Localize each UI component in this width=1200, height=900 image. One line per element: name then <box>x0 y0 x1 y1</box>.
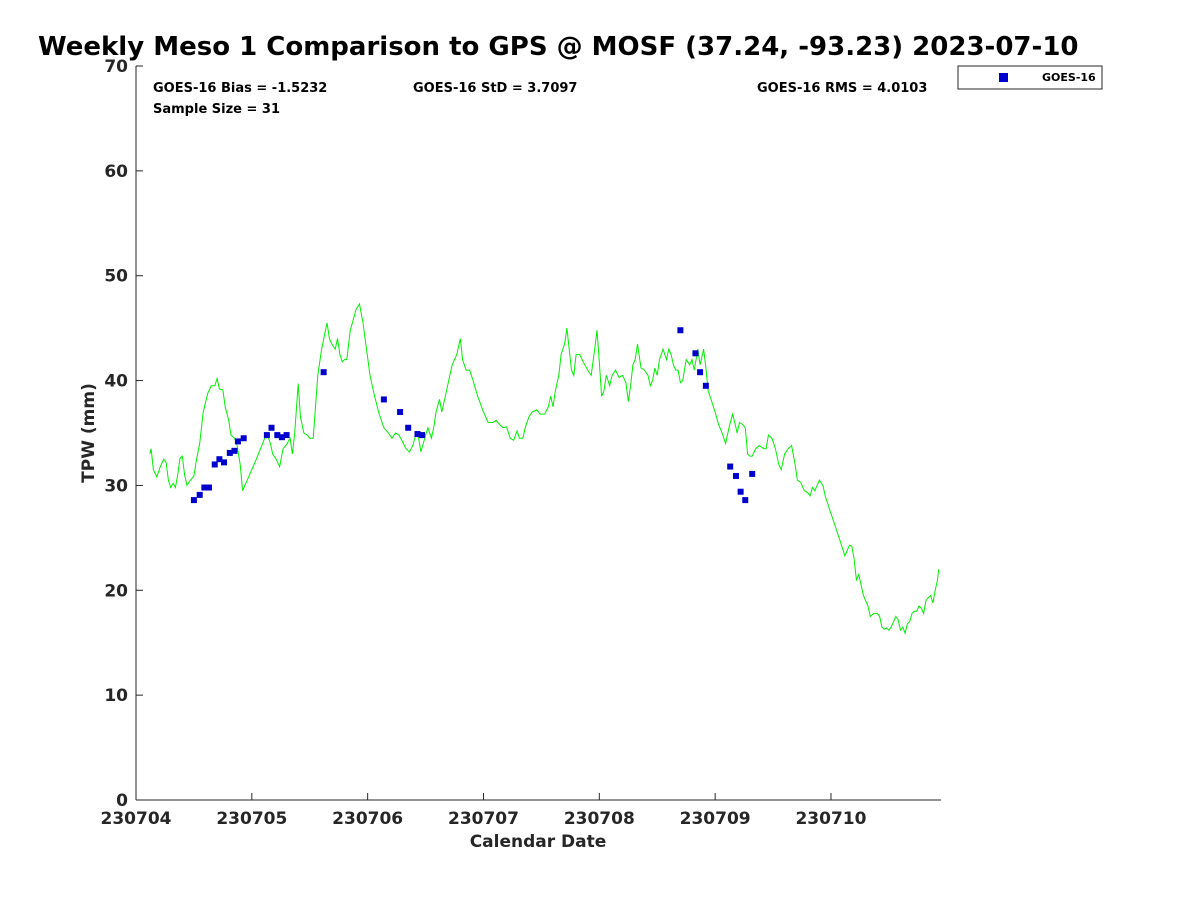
legend-label-goes16: GOES-16 <box>1042 71 1096 84</box>
x-ticks: 230704 230705 230706 230707 230708 230709 2307… <box>101 793 867 829</box>
y-tick-label: 30 <box>104 476 128 496</box>
y-tick-label: 60 <box>104 162 128 182</box>
x-axis-label: Calendar Date <box>470 832 607 852</box>
y-tick-label: 70 <box>104 57 128 77</box>
goes16-point <box>697 369 704 376</box>
x-tick-label: 230704 <box>101 809 172 829</box>
legend-box <box>957 65 1103 90</box>
y-ticks: 0 10 20 30 40 50 60 70 <box>104 57 143 811</box>
y-tick-label: 20 <box>104 581 128 601</box>
goes16-point <box>692 350 699 357</box>
goes16-point <box>216 456 223 463</box>
goes16-point <box>278 434 285 441</box>
goes16-point <box>702 382 709 389</box>
goes16-point <box>221 459 228 466</box>
sample-size-stat: Sample Size = 31 <box>153 102 280 117</box>
bias-stat: GOES-16 Bias = -1.5232 <box>153 81 327 96</box>
y-axis-label: TPW (mm) <box>79 383 99 483</box>
goes16-point <box>201 484 208 491</box>
goes16-point <box>190 497 197 504</box>
x-tick-label: 230706 <box>332 809 403 829</box>
goes16-point <box>742 497 749 504</box>
goes16-point <box>732 472 739 479</box>
legend: GOES-16 <box>957 65 1103 90</box>
goes16-point <box>405 424 412 431</box>
goes16-point <box>677 327 684 334</box>
x-tick-label: 230708 <box>564 809 635 829</box>
goes16-point <box>414 431 421 438</box>
goes16-point <box>397 409 404 416</box>
gps-line-series <box>149 302 940 636</box>
goes16-point <box>268 424 275 431</box>
goes16-point <box>231 447 238 454</box>
goes16-scatter-series <box>190 327 756 504</box>
x-tick-label: 230709 <box>680 809 751 829</box>
goes16-point <box>749 470 756 477</box>
y-tick-label: 10 <box>104 686 128 706</box>
goes16-point <box>727 463 734 470</box>
rms-stat: GOES-16 RMS = 4.0103 <box>757 81 927 96</box>
x-tick-label: 230710 <box>795 809 866 829</box>
goes16-point <box>263 432 270 439</box>
goes16-point <box>205 484 212 491</box>
goes16-point <box>380 396 387 403</box>
goes16-point <box>737 488 744 495</box>
goes16-point <box>419 432 426 439</box>
goes16-point <box>211 461 218 468</box>
x-tick-label: 230705 <box>216 809 287 829</box>
goes16-point <box>283 432 290 439</box>
std-stat: GOES-16 StD = 3.7097 <box>413 81 577 96</box>
goes16-point <box>196 491 203 498</box>
chart-title: Weekly Meso 1 Comparison to GPS @ MOSF (… <box>38 32 1079 62</box>
legend-marker-goes16 <box>999 73 1008 82</box>
y-tick-label: 40 <box>104 372 128 392</box>
gps-tpw-line <box>149 302 940 636</box>
y-tick-label: 50 <box>104 267 128 287</box>
x-tick-label: 230707 <box>448 809 519 829</box>
goes16-point <box>274 432 281 439</box>
goes16-point <box>226 449 233 456</box>
goes16-point <box>320 369 327 376</box>
goes16-point <box>234 438 241 445</box>
plot-area <box>135 66 941 801</box>
goes16-point <box>240 435 247 442</box>
y-tick-label: 0 <box>116 791 128 811</box>
